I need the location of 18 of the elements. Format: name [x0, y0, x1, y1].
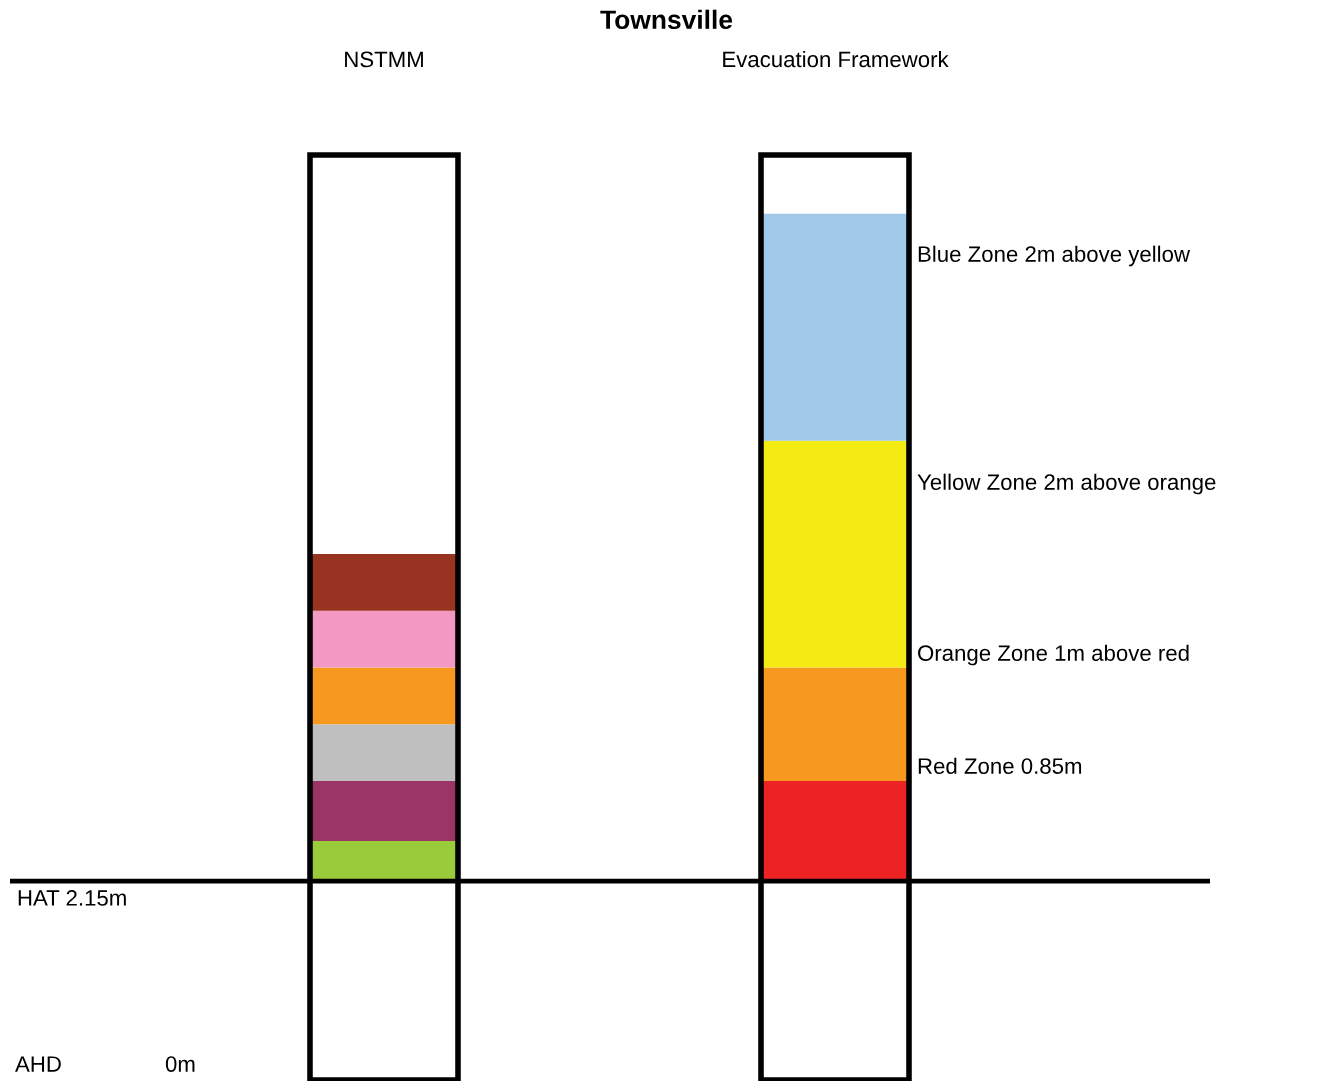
text: 0m [165, 1056, 195, 1072]
bar [310, 610, 458, 668]
bar [761, 213, 909, 441]
annotation: Yellow Zone 2m above orange [917, 473, 1216, 495]
bar [761, 781, 909, 882]
text: AHD [15, 1056, 61, 1072]
annotation: Orange Zone 1m above red [918, 644, 1189, 666]
bar [310, 554, 458, 611]
bar [310, 841, 458, 882]
ref-line-label: HAT 2.15m [18, 890, 126, 906]
annotation: Blue Zone 2m above yellow [918, 245, 1191, 267]
x-tick-label: NSTMM [345, 51, 423, 68]
bar [310, 781, 458, 842]
chart-title: Townsville [600, 9, 733, 30]
bar [761, 440, 909, 668]
annotation: Red Zone 0.85m [918, 757, 1082, 774]
bar [310, 724, 458, 782]
x-tick-label: Evacuation Framework [723, 50, 949, 68]
